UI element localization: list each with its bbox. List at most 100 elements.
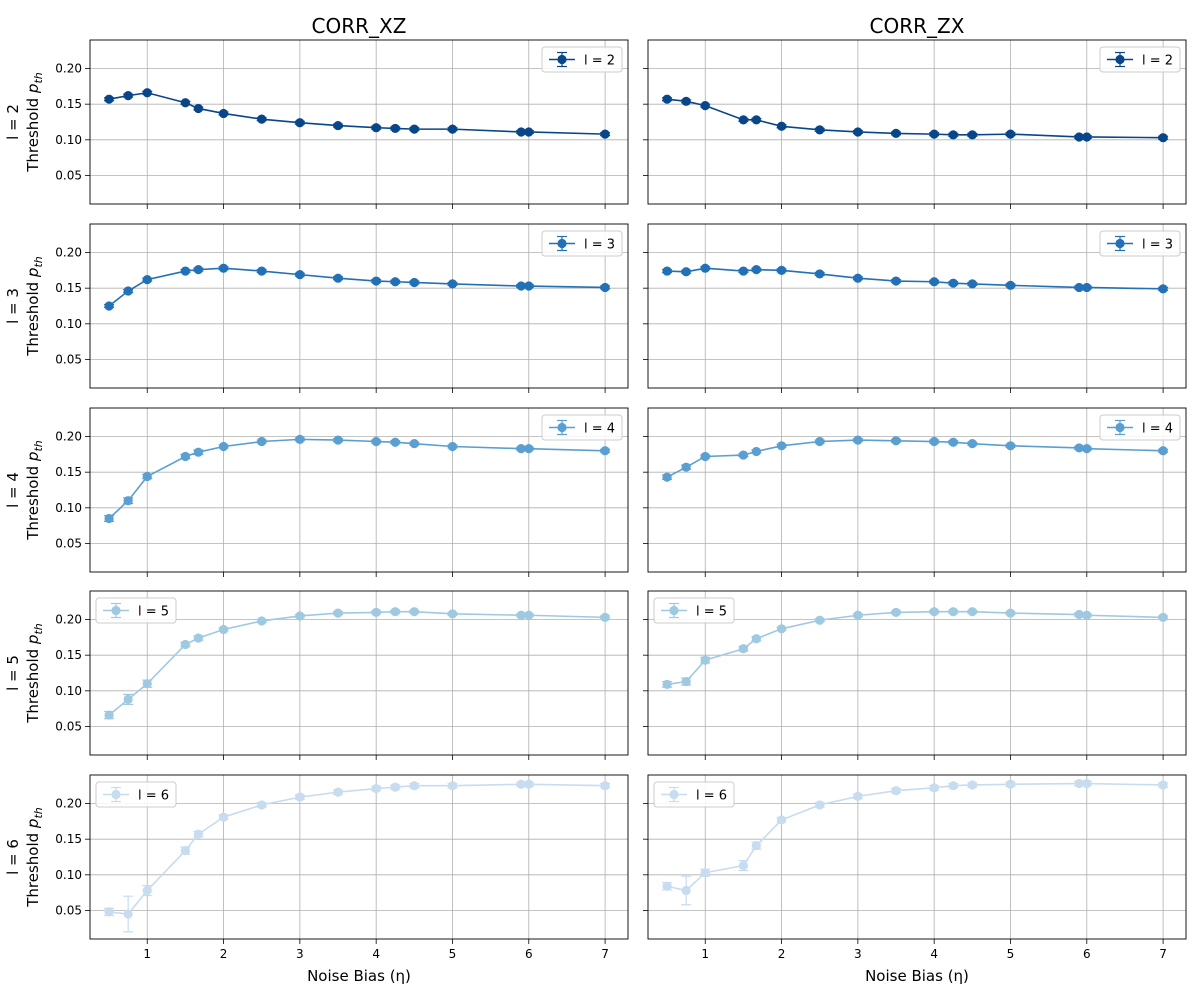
data-point [218, 108, 229, 119]
data-point [929, 783, 939, 793]
data-point [891, 436, 901, 446]
data-point [948, 278, 958, 288]
panels-group: 0.050.100.150.20l = 2l = 2 Threshold pthl… [4, 39, 1187, 961]
data-point [123, 286, 133, 296]
x-tick-label: 5 [1007, 947, 1015, 961]
y-tick-label: 0.05 [55, 903, 82, 917]
data-point [1158, 133, 1168, 143]
legend-label: l = 4 [584, 422, 615, 437]
x-tick-label: 6 [525, 947, 533, 961]
data-point [333, 120, 343, 131]
data-point [516, 610, 526, 620]
data-point [180, 98, 190, 108]
legend-marker [1115, 422, 1125, 433]
data-point [218, 441, 229, 452]
y-tick-label: 0.20 [55, 797, 82, 811]
y-tick-label: 0.15 [55, 832, 82, 846]
y-axis-label-subscript: th [32, 623, 45, 634]
y-tick-label: 0.15 [55, 465, 82, 479]
data-point [123, 91, 133, 101]
data-point [1005, 779, 1016, 789]
data-point [853, 791, 863, 801]
data-point [681, 462, 691, 472]
y-tick-label: 0.15 [55, 648, 82, 662]
data-point [257, 800, 267, 810]
data-point [142, 88, 152, 98]
data-point [600, 612, 610, 622]
panel-r3-zx: l = 3 [643, 223, 1187, 393]
y-axis-label-symbol: p [24, 635, 42, 646]
data-point [516, 444, 526, 454]
y-axis-label-symbol: p [24, 84, 42, 95]
y-axis-label: Threshold pth [24, 440, 45, 541]
data-point [295, 792, 305, 802]
x-tick-label: 5 [449, 947, 457, 961]
legend: l = 2 [1099, 46, 1181, 73]
data-point [524, 127, 534, 137]
legend-label: l = 6 [696, 789, 727, 804]
y-tick-label: 0.20 [55, 246, 82, 260]
y-axis-label-text: Threshold [24, 461, 42, 541]
data-point [295, 611, 305, 621]
data-point [142, 275, 152, 285]
data-point [853, 610, 863, 620]
series-line [108, 783, 606, 915]
data-point [1158, 612, 1168, 622]
legend-marker [669, 605, 679, 616]
data-point [853, 273, 863, 283]
data-point [1005, 441, 1016, 451]
y-axis-label-symbol: p [24, 819, 42, 830]
data-point [123, 694, 133, 704]
data-point [815, 800, 825, 810]
legend-label: l = 6 [138, 789, 169, 804]
data-point [1005, 608, 1016, 618]
data-point [815, 125, 825, 135]
data-point [948, 437, 958, 447]
legend-label: l = 3 [584, 238, 615, 253]
data-point [1158, 446, 1168, 456]
data-point [516, 779, 526, 789]
y-axis-label: Threshold pth [24, 256, 45, 357]
legend-marker [111, 605, 121, 616]
data-point [600, 446, 610, 456]
data-point [681, 676, 691, 687]
y-axis-label: Threshold pth [24, 807, 45, 908]
data-point [1082, 282, 1092, 293]
series-line [667, 267, 1164, 290]
legend: l = 4 [541, 414, 623, 441]
data-point [929, 277, 939, 287]
data-point [193, 103, 203, 114]
series-line [666, 439, 1164, 478]
data-point [180, 845, 190, 856]
data-point [738, 450, 748, 460]
data-point [776, 815, 787, 825]
x-tick-label: 2 [778, 947, 786, 961]
y-tick-label: 0.20 [55, 430, 82, 444]
data-point [104, 513, 114, 524]
y-axis-label-symbol: p [24, 268, 42, 279]
data-point [390, 607, 400, 617]
x-tick-label: 7 [601, 947, 609, 961]
data-point [371, 607, 381, 617]
y-tick-label: 0.10 [55, 317, 82, 331]
data-point [948, 607, 958, 617]
panel-r5-zx: l = 5 [643, 590, 1187, 760]
y-axis-label-text: Threshold [24, 644, 42, 724]
y-tick-label: 0.10 [55, 133, 82, 147]
data-point [257, 616, 267, 626]
data-point [948, 130, 958, 140]
data-point [891, 276, 901, 286]
y-tick-label: 0.10 [55, 684, 82, 698]
data-point [142, 885, 152, 896]
data-point [815, 615, 825, 625]
legend-label: l = 2 [584, 54, 615, 69]
data-point [193, 633, 203, 643]
row-label: l = 4 [4, 472, 22, 508]
panel-r2-xz: 0.050.100.150.20l = 2l = 2 Threshold pth [4, 39, 629, 209]
data-point [776, 624, 787, 634]
y-tick-label: 0.20 [55, 613, 82, 627]
data-point [1082, 778, 1092, 789]
y-axis-label: Threshold pth [24, 72, 45, 173]
data-point [853, 435, 863, 445]
